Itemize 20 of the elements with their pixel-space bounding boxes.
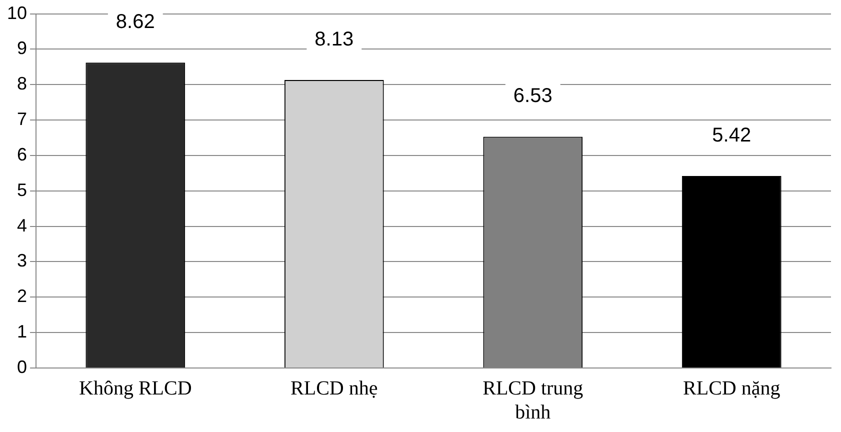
y-tick-label: 6: [17, 144, 28, 164]
data-label: 6.53: [513, 85, 552, 108]
y-tick-label: 7: [17, 109, 28, 130]
y-tick-label: 10: [6, 2, 28, 23]
y-tick-label: 4: [17, 215, 28, 236]
y-tick-label: 8: [17, 74, 28, 94]
y-tick-label: 0: [17, 356, 28, 377]
y-tick-label: 9: [17, 38, 28, 58]
y-tick-label: 5: [17, 180, 28, 200]
bar: [682, 176, 782, 368]
x-tick-label: RLCD nặng: [683, 377, 780, 400]
data-label: 8.13: [314, 28, 354, 51]
y-tick-label: 3: [17, 250, 28, 271]
data-label: 8.62: [116, 11, 155, 34]
x-tick-label: RLCD trung bình: [482, 377, 584, 424]
y-tick-label: 1: [17, 322, 28, 342]
x-tick-label: RLCD nhẹ: [290, 377, 378, 400]
y-tick-label: 2: [17, 286, 28, 306]
x-tick-label: Không RLCD: [78, 377, 192, 400]
data-label: 5.42: [712, 124, 752, 147]
